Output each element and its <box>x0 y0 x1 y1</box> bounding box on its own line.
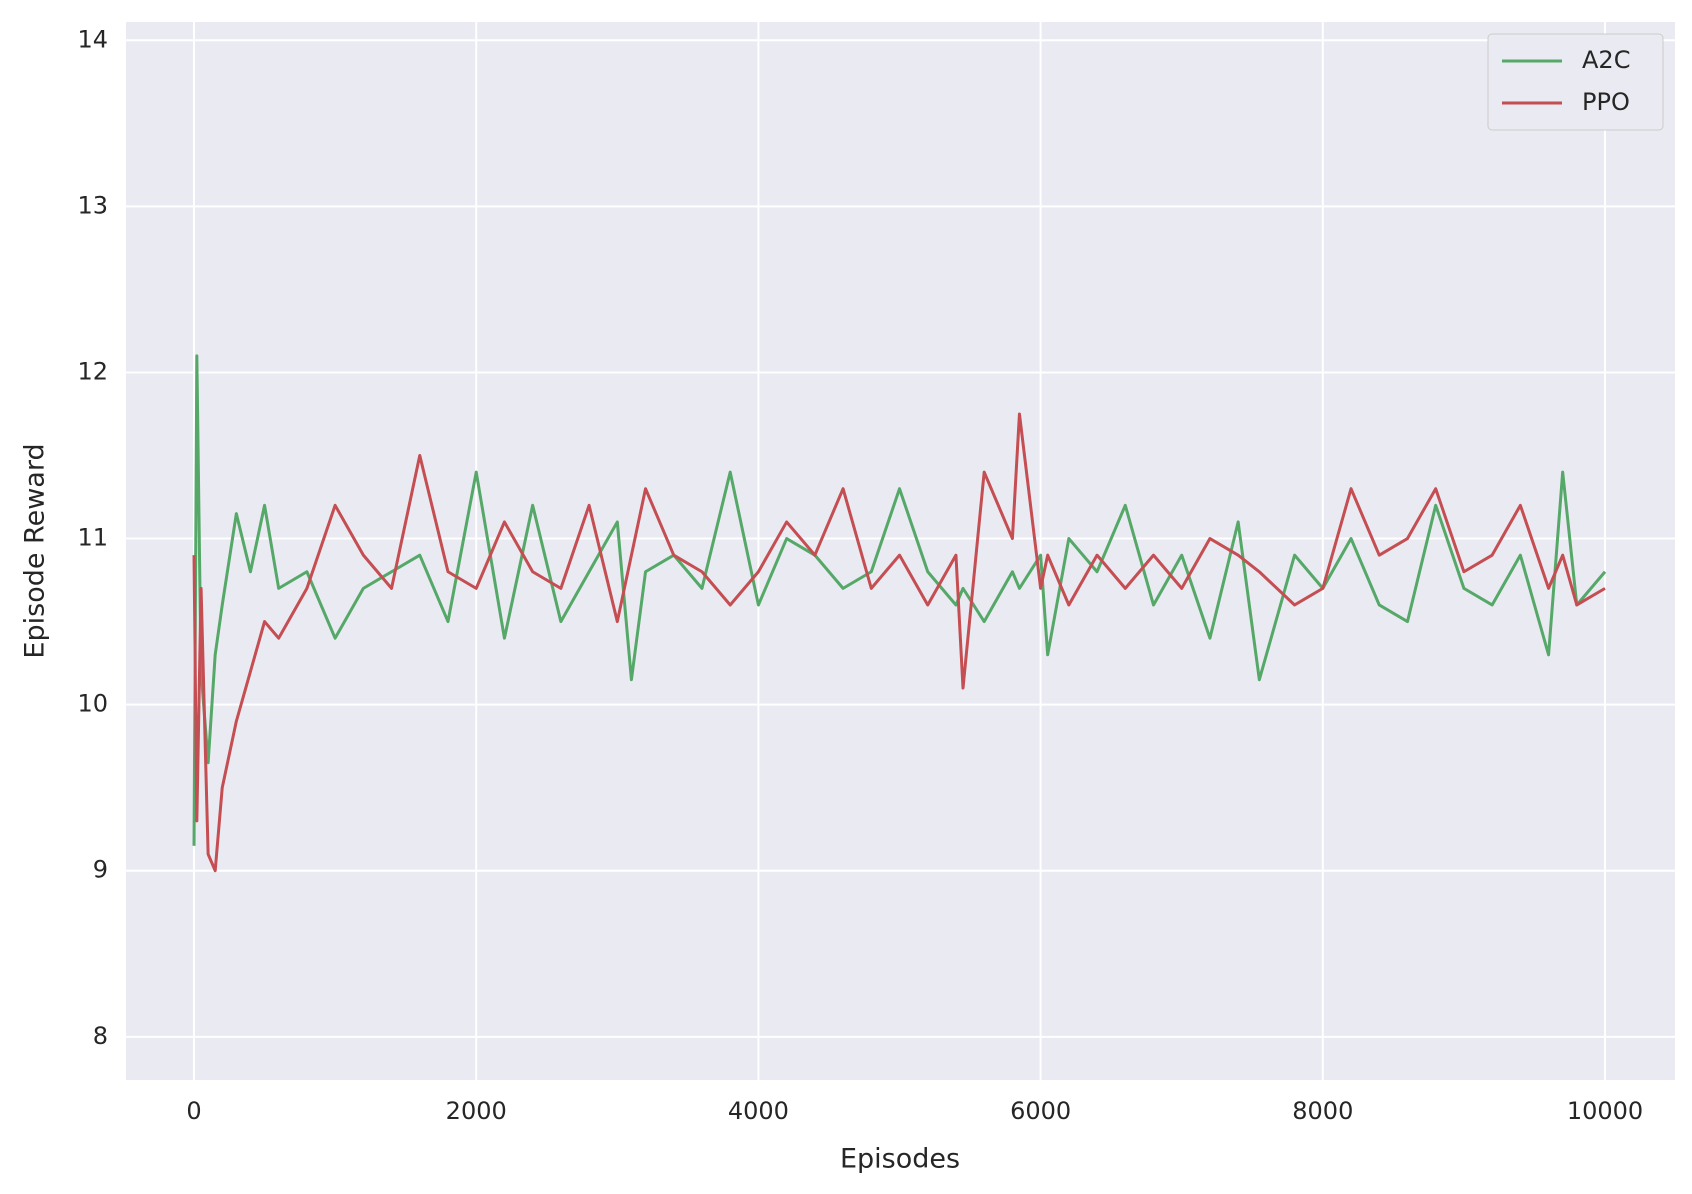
x-tick-label: 10000 <box>1567 1097 1643 1125</box>
y-tick-label: 10 <box>77 690 108 718</box>
x-tick-label: 4000 <box>728 1097 789 1125</box>
x-tick-label: 0 <box>186 1097 201 1125</box>
y-tick-label: 8 <box>93 1022 108 1050</box>
x-axis-label: Episodes <box>840 1144 960 1175</box>
series-line <box>192 354 1607 846</box>
x-tick-label: 6000 <box>1010 1097 1071 1125</box>
series-line <box>192 412 1606 873</box>
y-tick-label: 11 <box>77 524 108 552</box>
y-tick-label: 13 <box>77 191 108 219</box>
legend-label: PPO <box>1582 88 1630 116</box>
y-tick-label: 14 <box>77 25 108 53</box>
legend-box <box>1487 33 1664 131</box>
x-tick-label: 2000 <box>446 1097 507 1125</box>
x-tick-label: 8000 <box>1292 1097 1353 1125</box>
legend-label: A2C <box>1582 46 1630 74</box>
y-tick-label: 9 <box>93 856 108 884</box>
plot-area <box>126 22 1675 1080</box>
y-tick-label: 12 <box>77 357 108 385</box>
y-axis-label: Episode Reward <box>20 443 51 658</box>
